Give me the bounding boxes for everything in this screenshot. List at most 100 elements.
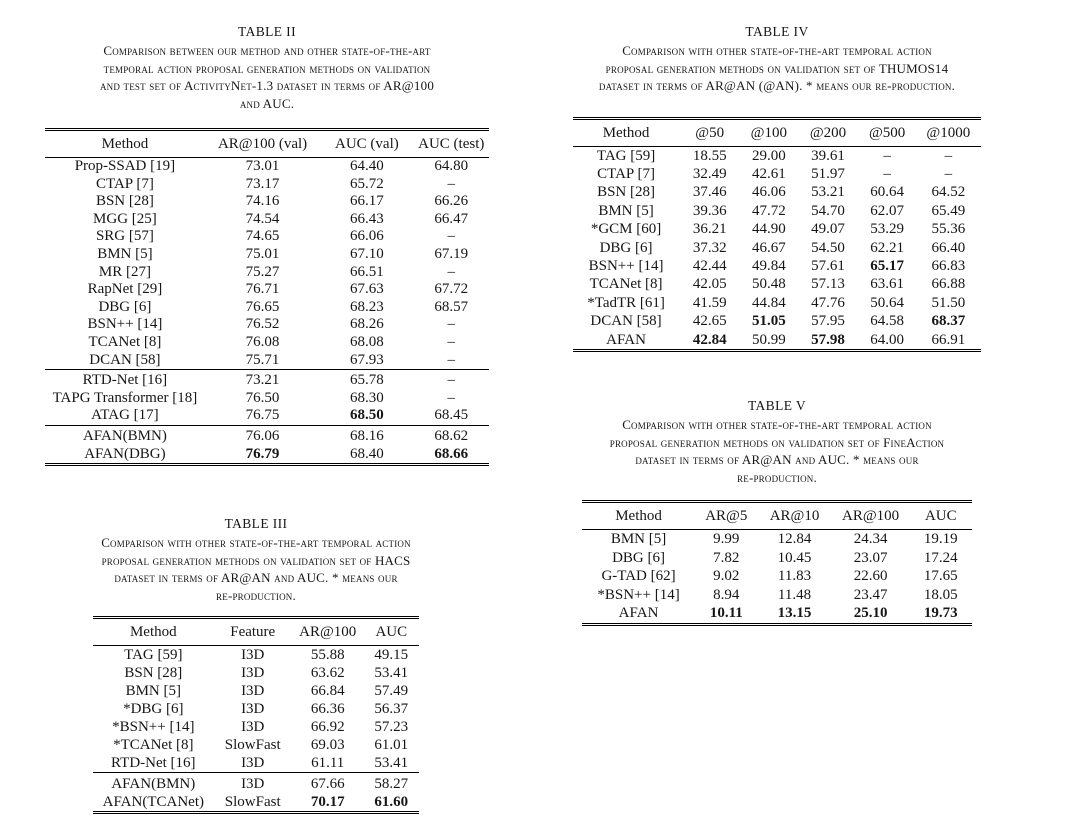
table-cell: AFAN(BMN)	[93, 772, 214, 793]
table-cell: BSN [28]	[95, 193, 154, 210]
table-ii: Method AR@100 (val) AUC (val) AUC (test) Pro…	[45, 128, 489, 467]
table-row: Prop-SSAD [19] 73.01 64.40 64.80	[45, 158, 489, 176]
table-cell: 76.52	[245, 316, 280, 333]
table-v: Method AR@5 AR@10 AR@100 AUC BMN [5] 9.99 12.84…	[582, 500, 972, 626]
table-cell: DBG [6]	[612, 549, 665, 566]
table-cell: 67.63	[350, 281, 384, 298]
table-cell: –	[447, 316, 456, 333]
table-row: BMN [5] 75.01 67.10 67.19	[45, 246, 489, 264]
table-cell: 57.49	[374, 683, 409, 699]
table-cell: BMN [5]	[598, 202, 654, 219]
table-iv-caption: Comparison with other state-of-the-art t…	[542, 42, 1012, 95]
table-cell: 67.93	[350, 351, 384, 368]
table-cell: 68.57	[434, 298, 469, 315]
table-cell: 19.19	[923, 531, 958, 547]
table-cell: BMN [5]	[97, 245, 153, 262]
table-cell: 22.60	[853, 568, 888, 584]
table-cell: 42.44	[692, 257, 727, 274]
table-cell: 50.99	[751, 331, 786, 348]
table-cell: 76.06	[204, 424, 321, 446]
table-cell: ATAG [17]	[91, 407, 159, 424]
table-cell: 49.07	[811, 221, 845, 238]
table-cell: 69.03	[310, 737, 345, 753]
table-cell: CTAP [7]	[597, 165, 655, 182]
table-cell: 17.24	[923, 549, 958, 566]
table-cell: 62.07	[870, 202, 904, 219]
table-cell: SRG [57]	[95, 228, 154, 245]
table-row: RTD-Net [16] I3D 61.11 53.41	[93, 754, 419, 773]
table-row: TAG [59] I3D 55.88 49.15	[93, 646, 419, 665]
table-cell: 66.92	[310, 719, 345, 735]
table-cell: *TCANet [8]	[113, 737, 194, 753]
table-cell: 68.45	[434, 407, 469, 424]
table-row: AFAN(BMN) I3D 67.66 58.27	[93, 772, 419, 793]
table-cell: TAPG Transformer [18]	[52, 389, 198, 406]
caption-line: dataset in terms of AR@AN (@AN). * means…	[598, 78, 956, 93]
table-cell: 66.43	[350, 210, 384, 227]
table-cell: 68.50	[350, 407, 384, 424]
table-cell: 54.70	[811, 202, 845, 219]
table-cell: I3D	[241, 719, 265, 735]
table-cell: 68.30	[350, 389, 384, 406]
table-cell: 54.50	[811, 239, 845, 256]
table-iii: Method Feature AR@100 AUC TAG [59] I3D 55.88 49…	[93, 616, 419, 814]
table-row: BSN [28] 74.16 66.17 66.26	[45, 193, 489, 211]
table-cell: 74.54	[245, 210, 280, 227]
table-cell: 23.47	[853, 586, 888, 603]
table-cell: TAG [59]	[596, 147, 656, 164]
column-header: AR@100 (val)	[204, 129, 321, 158]
table-cell: 65.72	[350, 175, 384, 192]
table-cell: 56.37	[374, 701, 409, 717]
table-iv: Method @50 @100 @200 @500 @1000 TAG [59] 18.55 2…	[573, 116, 981, 352]
table-cell: SlowFast	[224, 794, 281, 810]
table-cell: 10.11	[709, 605, 743, 621]
table-cell: 64.58	[870, 313, 904, 330]
table-row: SRG [57] 74.65 66.06 –	[45, 228, 489, 246]
table-row: TCANet [8] 42.05 50.48 57.13 63.61 66.88	[573, 275, 981, 293]
column-header: @500	[858, 118, 916, 147]
table-row: DCAN [58] 42.65 51.05 57.95 64.58 68.37	[573, 312, 981, 330]
table-cell: 49.15	[374, 647, 409, 663]
table-cell: 65.17	[870, 257, 904, 274]
table-cell: 64.40	[350, 158, 384, 174]
table-block-iii: TABLE III Comparison with other state-of…	[21, 516, 491, 814]
table-cell: I3D	[241, 665, 265, 681]
table-block-v: TABLE V Comparison with other state-of-t…	[542, 398, 1012, 626]
table-cell: 76.50	[245, 389, 280, 406]
table-cell: 57.98	[811, 331, 845, 348]
table-cell: 61.11	[311, 755, 345, 771]
table-cell: 67.72	[434, 281, 469, 298]
table-cell: *TadTR [61]	[587, 294, 665, 311]
table-cell: *GCM [60]	[590, 221, 662, 238]
header-row: Method @50 @100 @200 @500 @1000	[573, 118, 981, 147]
table-cell: –	[447, 175, 456, 192]
table-cell: 12.84	[777, 531, 812, 547]
table-row: CTAP [7] 32.49 42.61 51.97 – –	[573, 165, 981, 183]
table-cell: 47.72	[751, 202, 786, 219]
table-cell: *BSN++ [14]	[112, 719, 195, 735]
table-cell: 42.05	[692, 276, 727, 293]
table-cell: 64.80	[434, 158, 469, 174]
table-block-ii: TABLE II Comparison between our method a…	[30, 24, 504, 467]
table-cell: 73.01	[245, 158, 280, 174]
column-header: @1000	[915, 118, 981, 147]
table-cell: 66.06	[350, 228, 384, 245]
table-cell: 19.73	[923, 605, 958, 621]
table-cell: 55.88	[310, 647, 345, 663]
table-row: TAG [59] 18.55 29.00 39.61 – –	[573, 146, 981, 165]
table-cell: 67.66	[291, 772, 364, 793]
table-cell: DCAN [58]	[590, 313, 662, 330]
table-cell: 29.00	[751, 147, 786, 164]
table-cell: AFAN(TCANet)	[102, 794, 204, 810]
header-row: Method Feature AR@100 AUC	[93, 617, 419, 646]
table-cell: 76.08	[245, 333, 280, 350]
table-row: *TadTR [61] 41.59 44.84 47.76 50.64 51.50	[573, 294, 981, 312]
table-cell: 42.61	[751, 165, 786, 182]
table-row: AFAN 10.11 13.15 25.10 19.73	[582, 604, 972, 624]
table-cell: DBG [6]	[98, 298, 152, 315]
table-cell: 61.60	[374, 794, 409, 810]
table-cell: DCAN [58]	[89, 351, 161, 368]
table-row: AFAN(DBG) 76.79 68.40 68.66	[45, 446, 489, 465]
table-cell: 68.66	[434, 445, 469, 462]
column-header: AR@10	[757, 501, 832, 530]
